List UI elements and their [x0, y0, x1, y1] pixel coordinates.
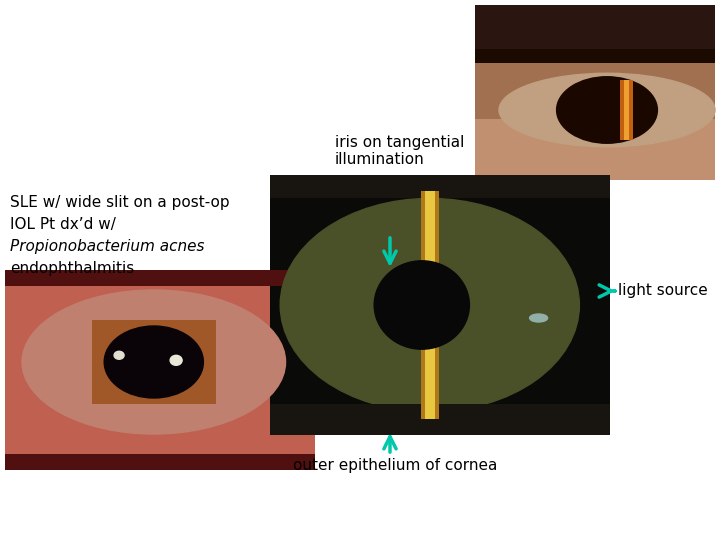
- Text: IOL Pt dx’d w/: IOL Pt dx’d w/: [10, 217, 116, 232]
- Ellipse shape: [280, 198, 580, 411]
- Bar: [475, 5, 715, 180]
- Bar: [425, 191, 435, 420]
- Text: light source: light source: [618, 282, 708, 298]
- Bar: [270, 175, 610, 435]
- Bar: [270, 404, 610, 435]
- Ellipse shape: [374, 261, 469, 349]
- Ellipse shape: [499, 73, 715, 147]
- Ellipse shape: [22, 290, 286, 434]
- Bar: [420, 191, 438, 420]
- Bar: [624, 80, 629, 140]
- Text: Propionobacterium acnes: Propionobacterium acnes: [10, 239, 204, 254]
- Bar: [475, 119, 715, 180]
- Ellipse shape: [530, 314, 548, 322]
- Ellipse shape: [104, 326, 203, 398]
- Bar: [620, 80, 633, 140]
- Text: endophthalmitis: endophthalmitis: [10, 261, 134, 276]
- Text: SLE w/ wide slit on a post-op: SLE w/ wide slit on a post-op: [10, 195, 230, 210]
- Bar: [475, 5, 715, 49]
- Ellipse shape: [114, 352, 124, 359]
- Ellipse shape: [557, 77, 657, 143]
- Bar: [91, 320, 216, 404]
- Text: iris on tangential
illumination: iris on tangential illumination: [335, 135, 464, 167]
- Bar: [5, 270, 315, 286]
- Bar: [5, 270, 315, 470]
- Text: outer epithelium of cornea: outer epithelium of cornea: [293, 458, 498, 473]
- Bar: [475, 49, 715, 63]
- Bar: [5, 454, 315, 470]
- Ellipse shape: [170, 355, 182, 366]
- Bar: [270, 175, 610, 198]
